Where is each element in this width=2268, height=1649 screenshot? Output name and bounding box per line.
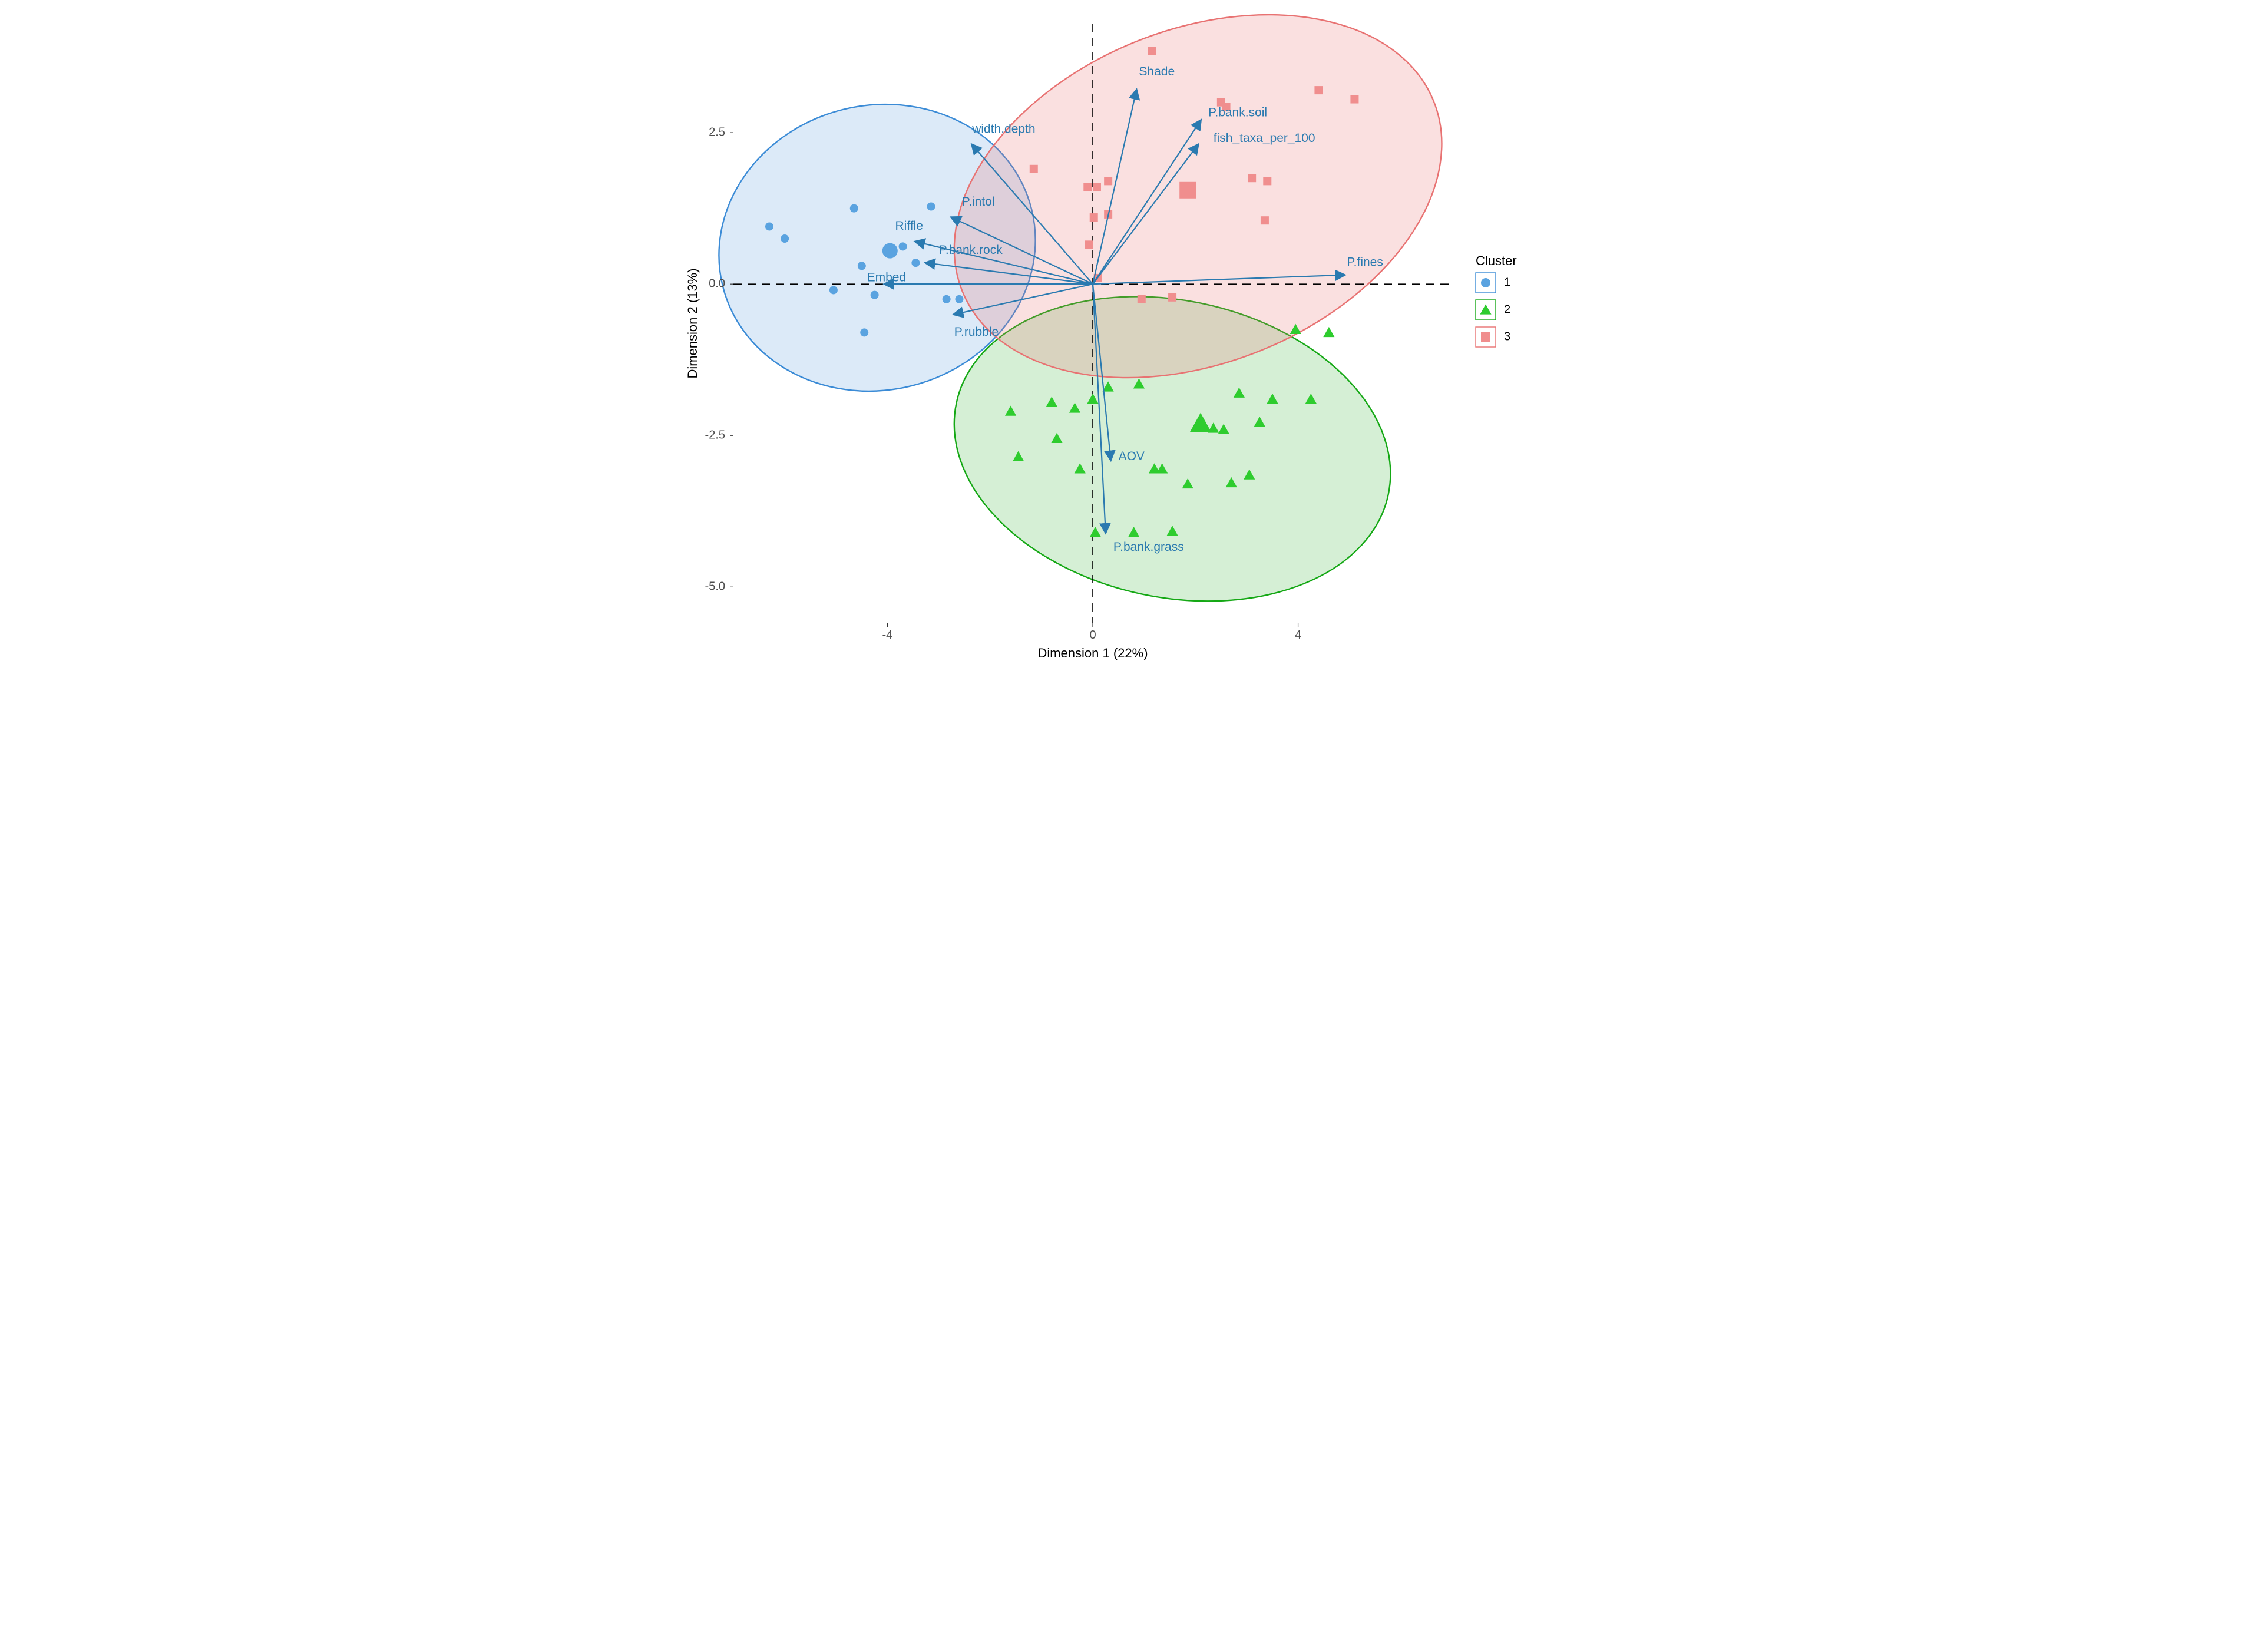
legend-marker-3 [1481, 332, 1490, 342]
point-cluster-3 [1148, 47, 1156, 55]
vector-label-P.rubble: P.rubble [954, 325, 999, 339]
point-cluster-2 [1323, 327, 1334, 337]
y-tick-label: -2.5 [705, 429, 725, 442]
point-cluster-3 [1085, 240, 1093, 249]
legend-label-2: 2 [1504, 303, 1510, 316]
point-cluster-3 [1248, 174, 1256, 182]
point-cluster-3 [1104, 177, 1112, 185]
y-axis-label: Dimension 2 (13%) [685, 268, 700, 378]
point-cluster-3 [1314, 86, 1323, 94]
y-tick-label: 0.0 [709, 277, 725, 290]
vector-label-AOV: AOV [1119, 450, 1145, 463]
cluster-ellipses [688, 12, 1496, 640]
point-cluster-3 [1093, 183, 1101, 191]
point-cluster-1 [765, 222, 773, 230]
legend-marker-1 [1481, 278, 1490, 287]
centroid-cluster-1 [882, 243, 898, 259]
point-cluster-1 [927, 203, 935, 211]
point-cluster-3 [1168, 293, 1176, 302]
point-cluster-1 [781, 234, 789, 243]
point-cluster-1 [829, 286, 838, 294]
point-cluster-3 [1350, 95, 1358, 104]
vector-label-P.bank.grass: P.bank.grass [1113, 540, 1184, 554]
legend: Cluster 1 2 3 [1476, 253, 1517, 347]
point-cluster-3 [1090, 213, 1098, 222]
point-cluster-1 [911, 259, 920, 267]
vector-label-Riffle: Riffle [895, 219, 923, 233]
vector-label-P.bank.rock: P.bank.rock [939, 243, 1003, 257]
legend-label-3: 3 [1504, 330, 1510, 343]
vector-label-P.intol: P.intol [962, 195, 995, 209]
vector-label-P.fines: P.fines [1347, 256, 1383, 269]
x-axis-label: Dimension 1 (22%) [1037, 646, 1148, 660]
point-cluster-1 [850, 204, 858, 213]
point-cluster-1 [858, 262, 866, 270]
vector-label-width.depth: width.depth [971, 122, 1035, 136]
x-tick-label: -4 [882, 629, 893, 642]
point-cluster-3 [1263, 177, 1271, 185]
x-tick-label: 0 [1089, 629, 1096, 642]
vector-label-Shade: Shade [1139, 65, 1175, 78]
point-cluster-1 [860, 328, 868, 336]
legend-title: Cluster [1476, 253, 1517, 268]
centroid-cluster-3 [1179, 182, 1196, 199]
legend-label-1: 1 [1504, 276, 1510, 289]
vector-label-P.bank.soil: P.bank.soil [1208, 106, 1267, 120]
point-cluster-1 [943, 295, 951, 303]
point-cluster-1 [955, 295, 963, 303]
biplot-chart: width.depth P.intol Riffle P.bank.rock Embed… [680, 12, 1588, 672]
point-cluster-3 [1030, 165, 1038, 173]
y-tick-label: -5.0 [705, 580, 725, 593]
point-cluster-3 [1261, 216, 1269, 224]
point-cluster-1 [899, 242, 907, 250]
y-tick-label: 2.5 [709, 125, 725, 138]
vector-label-fish_taxa_per_100: fish_taxa_per_100 [1214, 131, 1315, 145]
point-cluster-3 [1138, 295, 1146, 303]
point-cluster-3 [1083, 183, 1092, 191]
vector-label-Embed: Embed [867, 270, 907, 284]
x-tick-label: 4 [1295, 629, 1301, 642]
point-cluster-1 [871, 291, 879, 299]
